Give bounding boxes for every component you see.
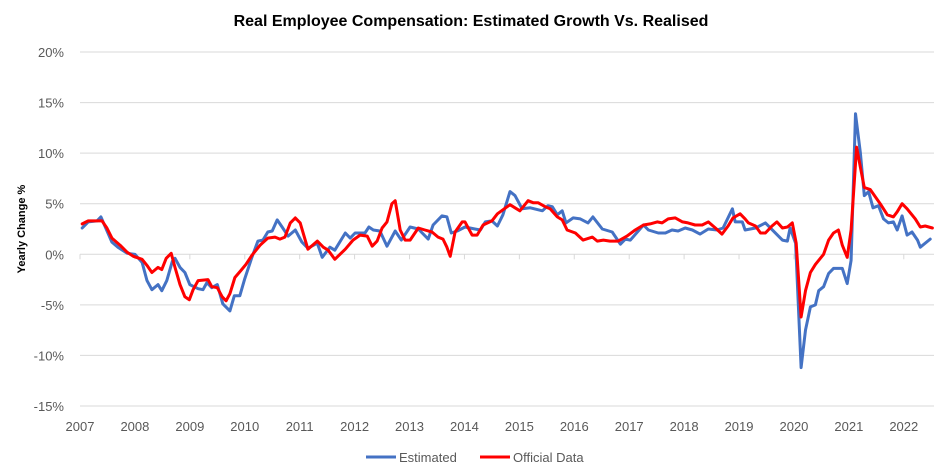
x-tick-label: 2015 <box>505 419 534 434</box>
legend-label: Official Data <box>513 450 584 465</box>
x-tick-label: 2010 <box>230 419 259 434</box>
x-tick-label: 2018 <box>670 419 699 434</box>
x-tick-label: 2009 <box>175 419 204 434</box>
y-tick-label: 5% <box>45 197 64 212</box>
series-line-estimated <box>80 112 932 370</box>
x-tick-label: 2008 <box>120 419 149 434</box>
y-tick-label: 15% <box>38 96 64 111</box>
x-tick-labels: 2007 2008 2009 2010 2011 2012 2013 2014 2015 2016… <box>66 419 919 434</box>
x-tick-label: 2007 <box>66 419 95 434</box>
y-axis-label: Yearly Change % <box>16 184 28 273</box>
x-tick-label: 2013 <box>395 419 424 434</box>
x-tick-label: 2011 <box>286 419 314 434</box>
x-tick-label: 2017 <box>615 419 644 434</box>
x-tick-label: 2020 <box>779 419 808 434</box>
y-tick-label: -10% <box>34 348 65 363</box>
chart-title: Real Employee Compensation: Estimated Gr… <box>234 13 709 30</box>
series-lines <box>80 112 934 370</box>
x-tick-label: 2021 <box>834 419 863 434</box>
x-tick-label: 2016 <box>560 419 589 434</box>
x-tick-label: 2019 <box>725 419 754 434</box>
legend-label: Estimated <box>399 450 457 465</box>
y-tick-label: -15% <box>34 399 65 414</box>
y-tick-label: 0% <box>45 247 64 262</box>
legend: Estimated Official Data <box>366 450 584 465</box>
x-tick-label: 2012 <box>340 419 369 434</box>
y-tick-label: 10% <box>38 146 64 161</box>
y-tick-labels: 20% 15% 10% 5% 0% -5% -10% -15% <box>34 45 65 414</box>
y-tick-label: 20% <box>38 45 64 60</box>
series-line-official-data <box>80 145 934 319</box>
x-tick-label: 2022 <box>889 419 918 434</box>
gridlines <box>79 51 934 407</box>
y-tick-label: -5% <box>41 298 65 313</box>
x-tick-label: 2014 <box>450 419 479 434</box>
